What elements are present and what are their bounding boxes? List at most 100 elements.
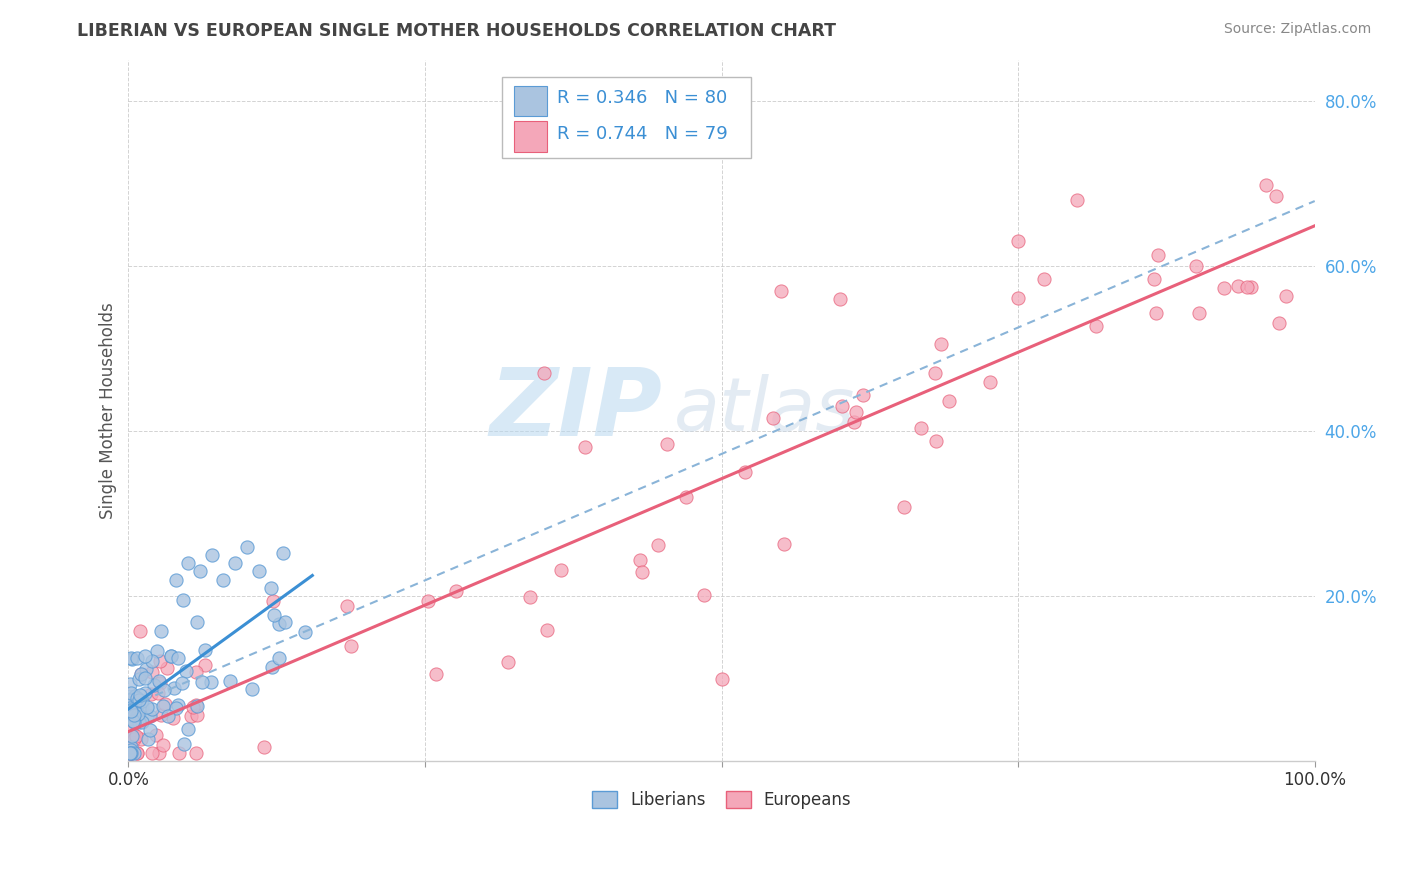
Point: [125, 691, 148, 706]
Point: [1264, 188, 1286, 202]
Point: [416, 594, 439, 608]
Point: [118, 677, 141, 691]
Point: [141, 665, 163, 679]
Point: [628, 552, 651, 566]
Point: [263, 607, 285, 622]
Point: [142, 678, 165, 692]
Point: [1185, 259, 1208, 273]
Point: [336, 599, 359, 613]
Point: [131, 699, 153, 714]
Point: [138, 723, 160, 737]
Point: [120, 651, 142, 665]
Point: [193, 643, 215, 657]
Point: [574, 440, 596, 454]
Point: [550, 563, 572, 577]
Point: [129, 624, 152, 639]
Point: [131, 714, 153, 729]
Point: [122, 746, 145, 760]
Point: [655, 437, 678, 451]
Point: [162, 711, 184, 725]
Point: [153, 682, 176, 697]
Point: [772, 537, 794, 551]
Point: [186, 746, 208, 760]
Point: [830, 292, 852, 306]
Point: [134, 648, 156, 663]
Point: [127, 694, 149, 708]
Point: [139, 687, 162, 701]
Point: [172, 592, 194, 607]
Point: [200, 548, 222, 562]
Point: [647, 538, 669, 552]
Point: [1254, 178, 1277, 192]
Point: [135, 662, 157, 676]
Point: [120, 686, 142, 700]
Point: [186, 615, 208, 630]
Point: [240, 681, 263, 696]
Point: [118, 746, 141, 760]
Point: [134, 671, 156, 685]
Point: [141, 702, 163, 716]
Point: [149, 707, 172, 722]
Point: [165, 573, 187, 587]
Point: [149, 624, 172, 639]
Text: atlas: atlas: [673, 375, 855, 446]
Point: [120, 742, 142, 756]
Point: [260, 660, 283, 674]
Point: [167, 698, 190, 712]
Point: [186, 699, 208, 714]
Point: [1188, 306, 1211, 320]
Point: [120, 723, 142, 737]
Y-axis label: Single Mother Households: Single Mother Households: [100, 302, 117, 519]
Point: [118, 700, 141, 714]
Point: [893, 500, 915, 515]
FancyBboxPatch shape: [515, 86, 547, 117]
Point: [155, 697, 177, 711]
Point: [200, 675, 222, 690]
Point: [148, 746, 170, 760]
Point: [128, 692, 150, 706]
Point: [141, 746, 163, 760]
Point: [129, 667, 152, 681]
Point: [194, 657, 217, 672]
Point: [910, 421, 932, 435]
Point: [1084, 319, 1107, 334]
Point: [1236, 280, 1258, 294]
Text: R = 0.346   N = 80: R = 0.346 N = 80: [557, 89, 727, 107]
Point: [159, 648, 181, 663]
Point: [131, 694, 153, 708]
Point: [236, 540, 259, 554]
Point: [1212, 281, 1234, 295]
Point: [1033, 271, 1056, 285]
FancyBboxPatch shape: [515, 121, 547, 153]
Point: [149, 654, 172, 668]
Text: LIBERIAN VS EUROPEAN SINGLE MOTHER HOUSEHOLDS CORRELATION CHART: LIBERIAN VS EUROPEAN SINGLE MOTHER HOUSE…: [77, 22, 837, 40]
Point: [181, 700, 204, 714]
Point: [852, 388, 875, 402]
Point: [118, 692, 141, 706]
Point: [938, 394, 960, 409]
Point: [173, 737, 195, 751]
Point: [979, 375, 1001, 389]
Point: [145, 728, 167, 742]
Point: [496, 655, 519, 669]
Point: [139, 709, 162, 723]
Point: [121, 714, 143, 728]
Point: [170, 676, 193, 690]
Point: [271, 546, 294, 560]
Point: [148, 674, 170, 689]
Point: [120, 704, 142, 718]
Point: [174, 664, 197, 678]
Point: [845, 404, 868, 418]
Point: [122, 728, 145, 742]
Point: [224, 556, 246, 570]
Point: [127, 706, 149, 721]
Point: [118, 746, 141, 760]
Point: [1007, 234, 1029, 248]
Point: [269, 617, 291, 632]
Point: [269, 651, 291, 665]
Point: [1146, 248, 1168, 262]
Point: [125, 746, 148, 760]
Point: [128, 715, 150, 730]
Point: [929, 336, 952, 351]
Text: R = 0.744   N = 79: R = 0.744 N = 79: [557, 125, 727, 143]
